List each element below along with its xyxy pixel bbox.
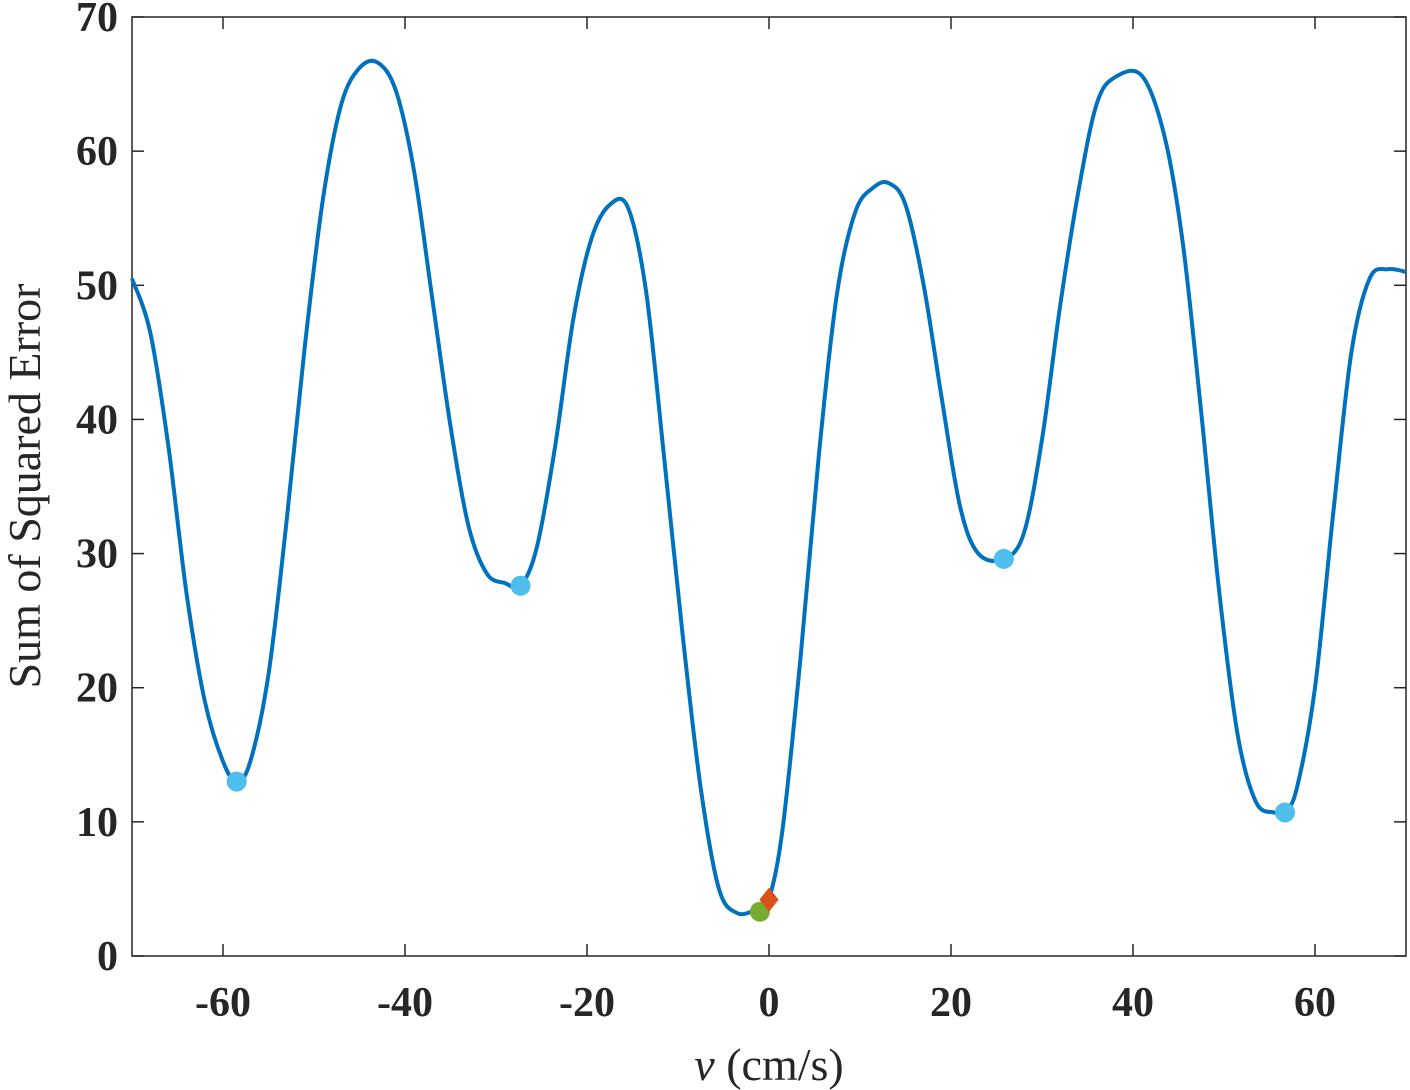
diamond-marker <box>759 887 779 912</box>
x-tick-label: 0 <box>759 980 780 1026</box>
circle-marker <box>510 575 531 596</box>
x-tick-label: -40 <box>377 980 433 1026</box>
y-tick-label: 10 <box>76 800 118 846</box>
marker-layer <box>226 548 1295 922</box>
x-axis-variable: v <box>694 1039 715 1090</box>
plot-area <box>131 16 1407 957</box>
axis-tick-labels: -60 -40 -20 0 20 40 60 0 10 20 30 40 50 60 70 <box>76 0 1336 1026</box>
x-axis-unit: (cm/s) <box>726 1039 844 1090</box>
circle-marker <box>993 548 1014 569</box>
axis-ticks <box>132 16 1406 957</box>
x-tick-label: 40 <box>1112 980 1154 1026</box>
y-tick-label: 20 <box>76 666 118 712</box>
x-axis-label: v (cm/s) <box>694 1039 843 1090</box>
y-tick-label: 30 <box>76 532 118 578</box>
x-tick-label: -20 <box>559 980 615 1026</box>
y-axis-label: Sum of Squared Error <box>0 284 50 689</box>
x-tick-label: 20 <box>930 980 972 1026</box>
y-tick-label: 70 <box>76 0 118 41</box>
y-tick-label: 40 <box>76 397 118 443</box>
circle-marker <box>1274 802 1295 823</box>
y-tick-label: 0 <box>97 934 118 980</box>
y-tick-label: 60 <box>76 129 118 175</box>
x-tick-label: 60 <box>1294 980 1336 1026</box>
x-axis-gap <box>715 1039 727 1090</box>
circle-marker <box>226 771 247 792</box>
y-tick-label: 50 <box>76 263 118 309</box>
x-tick-label: -60 <box>195 980 251 1026</box>
circle-marker <box>749 901 770 922</box>
